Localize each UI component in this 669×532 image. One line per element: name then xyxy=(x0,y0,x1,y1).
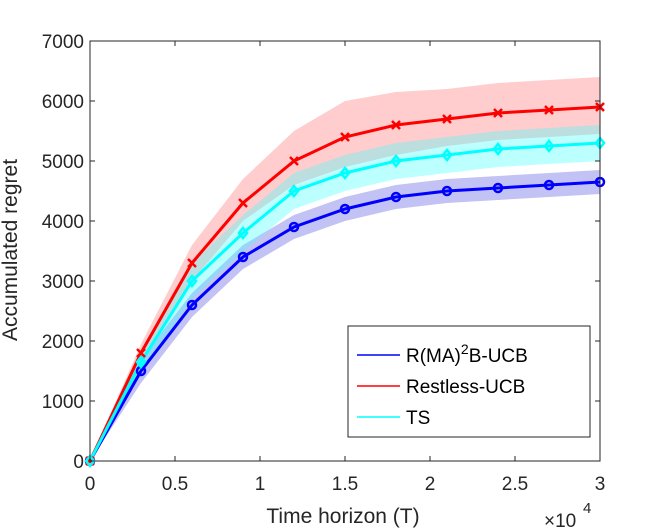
legend: R(MA)2B-UCB Restless-UCB TS xyxy=(347,325,591,438)
marker-series-2-point-7 xyxy=(441,147,453,163)
marker-series-1-point-5 xyxy=(340,132,350,142)
y-axis-label: Accumulated regret xyxy=(0,159,22,341)
series-markers xyxy=(84,102,606,469)
marker-series-2-point-0 xyxy=(84,453,96,469)
x-exponent: ×10 4 xyxy=(544,500,591,532)
marker-series-2-point-2 xyxy=(186,273,198,289)
y-tick-label-6: 6000 xyxy=(42,92,84,113)
band-series-2 xyxy=(90,125,600,461)
marker-series-0-point-3 xyxy=(237,251,249,263)
marker-series-2-point-8 xyxy=(492,141,504,157)
marker-series-0-point-6 xyxy=(390,191,402,203)
axes xyxy=(89,40,601,462)
tick-labels: 0 0.5 1 1.5 2 2.5 3 0 1000 2000 3000 4000 5000 6000 70… xyxy=(42,32,606,495)
marker-series-1-point-9 xyxy=(544,105,554,115)
x-axis-label: Time horizon (T) xyxy=(266,505,419,528)
legend-label-2: TS xyxy=(406,408,430,429)
legend-box xyxy=(347,325,591,438)
y-tick-label-0: 0 xyxy=(73,452,84,473)
line-series-0 xyxy=(88,180,601,462)
x-tick-label-5: 2.5 xyxy=(502,474,528,495)
legend-label-1: Restless-UCB xyxy=(406,377,525,398)
x-tick-label-3: 1.5 xyxy=(332,474,358,495)
x-tick-label-2: 1 xyxy=(255,474,266,495)
band-series-0 xyxy=(90,170,600,461)
y-tick-label-1: 1000 xyxy=(42,392,84,413)
marker-series-1-point-3 xyxy=(238,198,248,208)
marker-series-0-point-4 xyxy=(288,221,300,233)
y-tick-label-2: 2000 xyxy=(42,332,84,353)
y-tick-label-7: 7000 xyxy=(42,32,84,53)
marker-series-1-point-4 xyxy=(289,156,299,166)
marker-series-0-point-7 xyxy=(441,185,453,197)
y-tick-label-4: 4000 xyxy=(42,212,84,233)
marker-series-0-point-5 xyxy=(339,203,351,215)
x-tick-label-1: 0.5 xyxy=(162,474,188,495)
band-series-1 xyxy=(90,77,600,461)
marker-series-2-point-1 xyxy=(135,354,147,370)
x-tick-label-4: 2 xyxy=(425,474,436,495)
marker-series-2-point-4 xyxy=(288,183,300,199)
marker-series-1-point-1 xyxy=(136,348,146,358)
marker-series-2-point-6 xyxy=(390,153,402,169)
legend-label-0: R(MA)2B-UCB xyxy=(406,341,528,367)
x-exponent-base: ×10 xyxy=(544,511,576,532)
x-tick-label-6: 3 xyxy=(595,474,606,495)
marker-series-1-point-8 xyxy=(493,108,503,118)
marker-series-0-point-9 xyxy=(543,179,555,191)
y-tick-label-3: 3000 xyxy=(42,272,84,293)
marker-series-2-point-3 xyxy=(237,225,249,241)
x-tick-label-0: 0 xyxy=(85,474,96,495)
marker-series-0-point-2 xyxy=(186,299,198,311)
x-exponent-power: 4 xyxy=(583,500,591,517)
marker-series-1-point-6 xyxy=(391,120,401,130)
marker-series-2-point-9 xyxy=(543,138,555,154)
y-tick-label-5: 5000 xyxy=(42,152,84,173)
line-series-2 xyxy=(88,141,601,462)
marker-series-0-point-8 xyxy=(492,182,504,194)
marker-series-2-point-5 xyxy=(339,165,351,181)
marker-series-1-point-2 xyxy=(187,258,197,268)
marker-series-1-point-7 xyxy=(442,114,452,124)
confidence-bands xyxy=(90,77,600,461)
